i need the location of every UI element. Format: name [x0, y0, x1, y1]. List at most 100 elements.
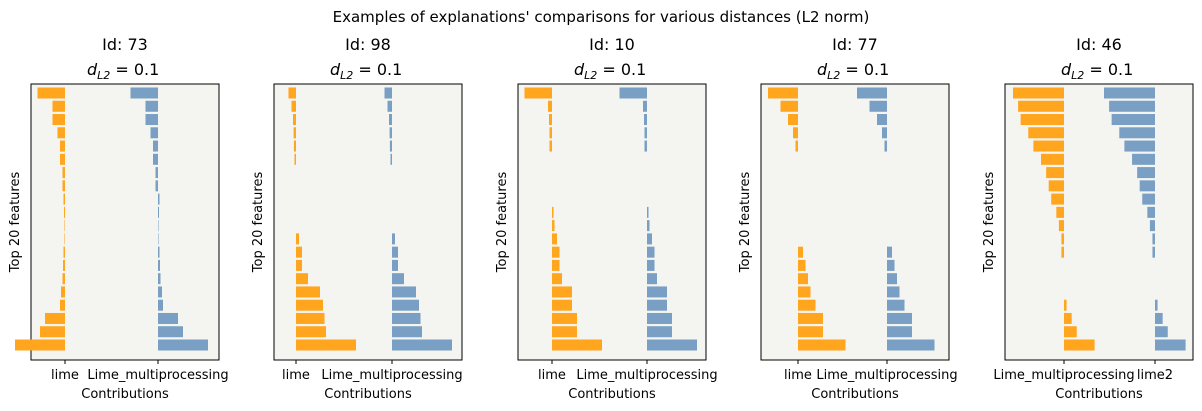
panel-1-bar-s1-7 [62, 167, 65, 179]
panel-5-bar-s2-2 [1109, 100, 1155, 112]
panel-2-bar-s1-6 [294, 153, 296, 165]
panel-1-bar-s2-13 [158, 246, 160, 258]
panel-2-bar-s1-3 [293, 114, 296, 126]
panel-2-bar-s1-19 [296, 326, 326, 338]
panel-1-bar-s2-1 [130, 87, 158, 99]
panel-1-bar-s2-5 [153, 140, 158, 152]
panel-2-bar-s1-13 [296, 246, 302, 258]
panel-4-bar-s1-18 [798, 312, 823, 324]
panel-1-bar-s2-6 [153, 153, 158, 165]
panel-5-bar-s2-20 [1155, 339, 1186, 351]
panel-4-bar-s2-20 [887, 339, 935, 351]
panel-2-bar-s1-2 [291, 100, 296, 112]
panel-2-bar-s2-6 [390, 153, 392, 165]
panel-3-bar-s2-19 [647, 326, 672, 338]
panel-3-bar-s1-17 [552, 299, 572, 311]
panel-5-bar-s2-17 [1155, 299, 1158, 311]
panel-1-ylabel: Top 20 features [8, 172, 23, 274]
panel-5-bar-s1-10 [1056, 206, 1064, 218]
panel-3-bar-s1-1 [524, 87, 552, 99]
panel-1-bar-s1-16 [61, 286, 65, 298]
panel-3-bar-s2-15 [647, 273, 657, 285]
panel-3-bar-s2-5 [644, 140, 647, 152]
panel-3-bar-s1-13 [552, 246, 560, 258]
panel-2-xlabel: Contributions [324, 387, 412, 402]
panel-2-bar-s2-16 [392, 286, 416, 298]
panel-1-bar-s1-13 [63, 246, 65, 258]
panel-3-ylabel: Top 20 features [495, 172, 510, 274]
panel-3-title-id: Id: 10 [589, 35, 635, 54]
panel-2-bar-s2-13 [392, 246, 398, 258]
panel-5-bar-s1-19 [1064, 326, 1077, 338]
panel-2-bar-s1-16 [296, 286, 320, 298]
panel-3-bar-s1-18 [552, 312, 577, 324]
panel-2-bar-s2-5 [389, 140, 392, 152]
panel-5-bar-s1-9 [1051, 193, 1064, 205]
panel-5-bar-s2-1 [1104, 87, 1155, 99]
panel-4-bar-s1-15 [798, 273, 808, 285]
panel-3-xticklabel-2: Lime_multiprocessing [576, 368, 717, 383]
panel-5-bar-s2-5 [1124, 140, 1155, 152]
panel-1-bar-s1-4 [57, 127, 65, 139]
panel-4-title-id: Id: 77 [832, 35, 878, 54]
panel-5-bar-s1-17 [1064, 299, 1067, 311]
panel-5-bar-s1-7 [1046, 167, 1064, 179]
panel-1-bar-s1-12 [64, 233, 65, 245]
panel-5-bar-s1-18 [1064, 312, 1072, 324]
panel-1-bar-s1-1 [37, 87, 65, 99]
panel-1-bar-s2-12 [158, 233, 159, 245]
panel-1-xlabel: Contributions [81, 387, 169, 402]
panel-1-bar-s1-5 [60, 140, 65, 152]
panel-5-title-id: Id: 46 [1076, 35, 1122, 54]
panel-5-bar-s1-1 [1013, 87, 1064, 99]
panel-3-bar-s2-17 [647, 299, 667, 311]
panel-1-bar-s2-11 [158, 220, 159, 232]
panel-4-bar-s2-5 [884, 140, 887, 152]
panel-2-bar-s1-1 [288, 87, 296, 99]
panel-4-bar-s2-13 [887, 246, 892, 258]
panel-5-bar-s2-6 [1132, 153, 1155, 165]
panel-5-bar-s1-4 [1028, 127, 1064, 139]
panel-3-bar-s1-10 [552, 206, 554, 218]
panel-4-bar-s2-4 [882, 127, 887, 139]
panel-1-bar-s2-14 [158, 259, 160, 271]
panel-3-bar-s1-3 [549, 114, 552, 126]
panel-4-bar-s1-3 [788, 114, 798, 126]
panel-5-xlabel: Contributions [1055, 387, 1143, 402]
panel-4-bar-s2-14 [887, 259, 895, 271]
panel-1-bar-s2-18 [158, 312, 178, 324]
figure-suptitle: Examples of explanations' comparisons fo… [332, 8, 870, 26]
panel-3-bar-s1-14 [552, 259, 560, 271]
panel-3-bar-s2-18 [647, 312, 672, 324]
panel-1-bar-s2-7 [155, 167, 158, 179]
panel-1-bar-s1-19 [40, 326, 65, 338]
panel-5-bar-s2-8 [1139, 180, 1155, 192]
panel-2-xticklabel-2: Lime_multiprocessing [321, 368, 462, 383]
panel-2-bar-s1-14 [296, 259, 302, 271]
panel-4-ylabel: Top 20 features [738, 172, 753, 274]
panel-3-bar-s1-4 [549, 127, 552, 139]
panel-3-bar-s2-1 [619, 87, 647, 99]
panel-3-bar-s1-11 [552, 220, 555, 232]
panel-1-bar-s2-4 [150, 127, 158, 139]
panel-3-bar-s2-2 [643, 100, 647, 112]
panel-3-bar-s1-16 [552, 286, 572, 298]
panel-4-bar-s1-1 [768, 87, 798, 99]
panel-5-bar-s2-3 [1111, 114, 1155, 126]
panel-1-bar-s1-8 [62, 180, 65, 192]
panel-1-bar-s1-6 [60, 153, 65, 165]
panel-3-frame [517, 83, 707, 361]
panel-3-bar-s2-10 [647, 206, 649, 218]
panel-3-bar-s1-20 [552, 339, 602, 351]
panel-5-bar-s2-10 [1147, 206, 1155, 218]
panel-2-ylabel: Top 20 features [251, 172, 266, 274]
panel-1-bar-s2-17 [158, 299, 163, 311]
panel-1-bar-s2-10 [158, 206, 159, 218]
panel-2-bar-s1-5 [293, 140, 296, 152]
panel-5-bar-s2-4 [1119, 127, 1155, 139]
panel-3-bar-s2-13 [647, 246, 655, 258]
panel-4-bar-s2-3 [877, 114, 887, 126]
panel-5-bar-s2-12 [1152, 233, 1155, 245]
